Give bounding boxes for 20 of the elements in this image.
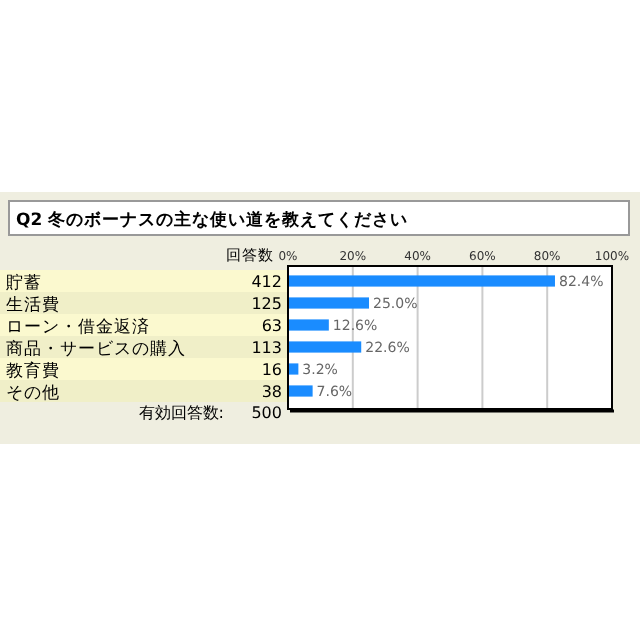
y-tick-label: 生活費 — [6, 294, 60, 316]
text: 500 — [251, 404, 282, 422]
text: 16 — [261, 361, 282, 379]
text: 38 — [261, 383, 282, 401]
bar — [288, 297, 369, 309]
y-tick-label: 商品・サービスの購入 — [6, 338, 186, 360]
bar — [288, 363, 299, 375]
text: 125 — [251, 295, 282, 313]
text: 63 — [261, 317, 282, 335]
bar — [288, 341, 362, 353]
chart-title: Q2 冬のボーナスの主な使い道を教えてください — [16, 209, 409, 231]
bar — [288, 319, 329, 331]
y-tick-label: その他 — [6, 382, 60, 404]
text: 有効回答数: — [138, 404, 224, 422]
y-tick-label: 教育費 — [6, 360, 60, 382]
text: 412 — [251, 273, 282, 291]
y-tick-label: ローン・借金返済 — [6, 316, 150, 338]
bar — [288, 385, 313, 397]
y-tick-label: 貯蓄 — [6, 272, 42, 294]
text: 113 — [251, 339, 282, 357]
